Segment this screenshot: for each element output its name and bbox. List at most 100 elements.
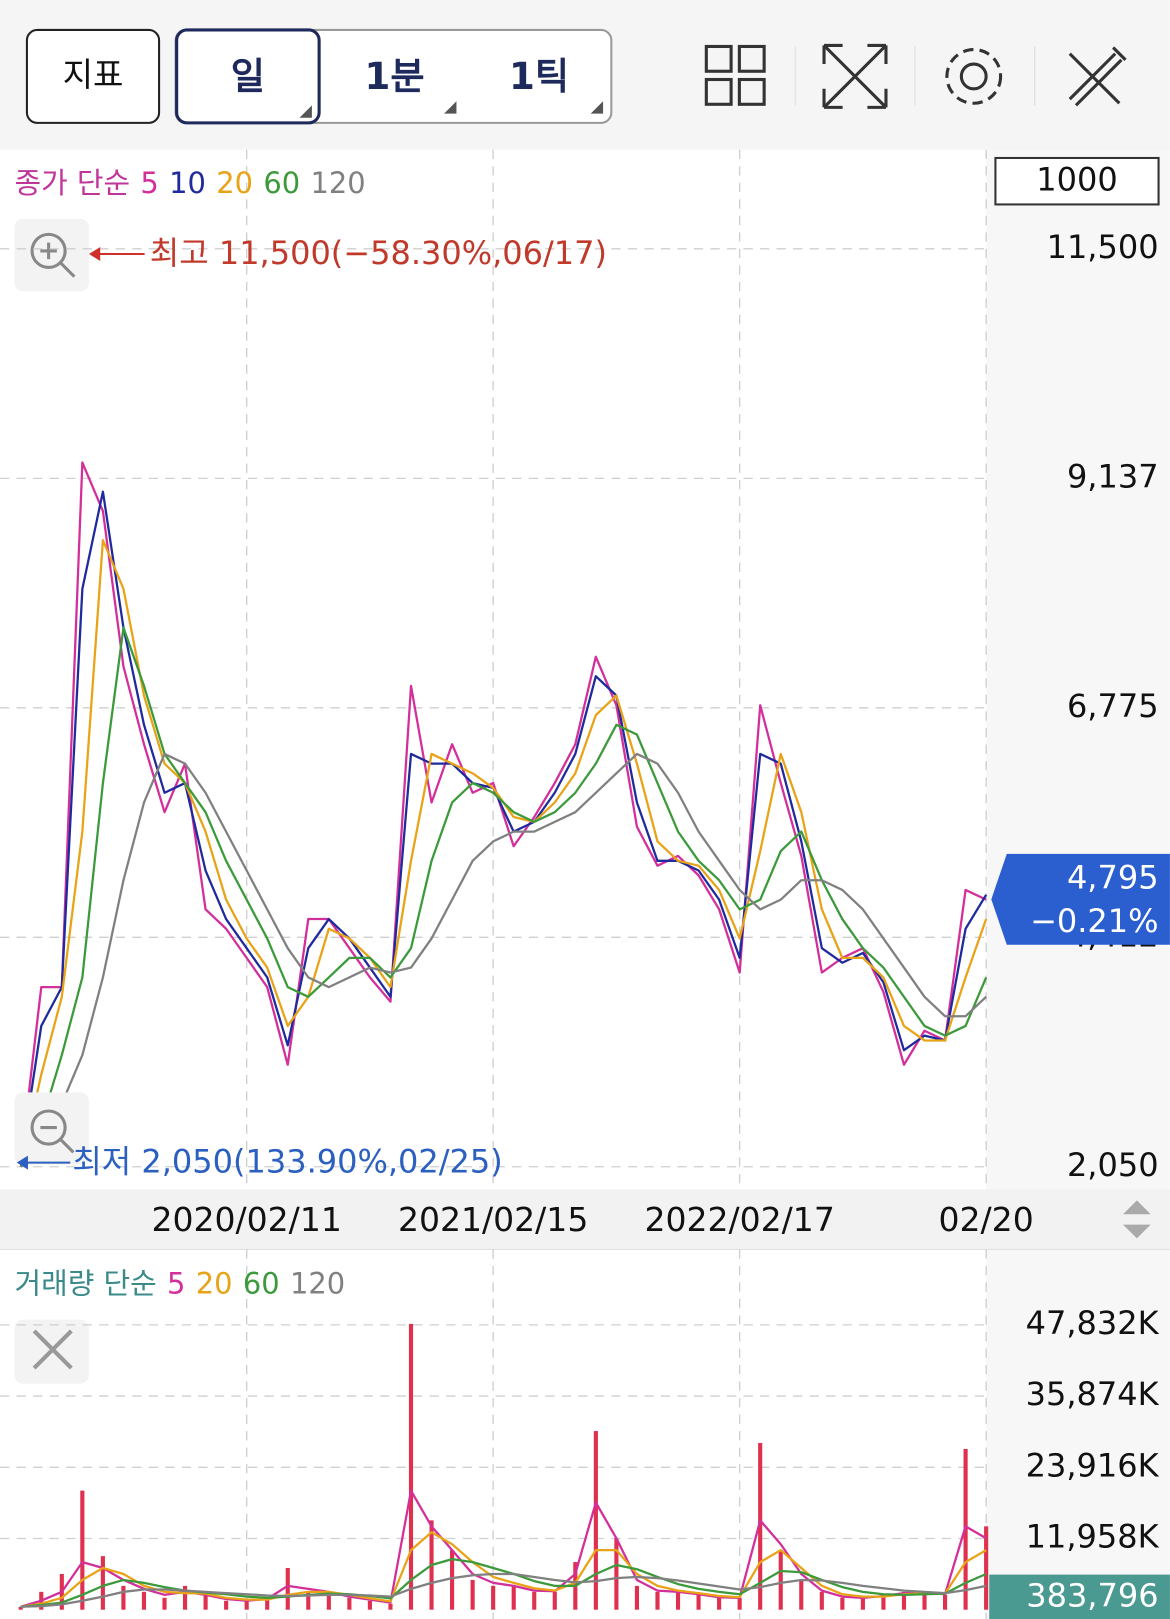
last-price: 4,795 [1067, 859, 1159, 897]
zoom-in-icon [30, 232, 76, 278]
count-box[interactable] [994, 156, 1160, 206]
legend-entry: 60 [263, 166, 300, 200]
count-label: 1000 [1036, 161, 1117, 199]
volume-bar [840, 1597, 845, 1610]
volume-bar [265, 1597, 270, 1610]
fullscreen-icon[interactable] [822, 43, 888, 109]
volume-bar [655, 1591, 660, 1610]
x-tick-label: 2020/02/11 [151, 1200, 341, 1239]
close-icon [32, 1329, 73, 1370]
volume-bar [347, 1597, 352, 1610]
legend-entry: 120 [311, 166, 366, 200]
layout-icon[interactable] [704, 44, 766, 106]
zoom-out-icon [40, 1125, 75, 1154]
y-tick-label: 11,958K [1026, 1518, 1160, 1556]
volume-bar [819, 1591, 824, 1610]
volume-badge-bg [989, 1574, 1170, 1619]
volume-bar [593, 1431, 598, 1610]
volume-bar [675, 1591, 681, 1610]
last-change: −0.21% [1030, 902, 1158, 940]
volume-bar [182, 1585, 188, 1610]
y-tick-label: 2,050 [1067, 1146, 1159, 1184]
volume-bar [552, 1591, 557, 1610]
volume-bar [224, 1600, 229, 1610]
high-arrow [88, 246, 145, 262]
volume-bar [306, 1591, 311, 1610]
ma-line [20, 1531, 987, 1608]
indicator-button[interactable]: 지표 [25, 28, 161, 124]
legend-entry: 120 [290, 1266, 345, 1300]
indicator-label: 지표 [63, 55, 124, 94]
tools-icon[interactable] [1068, 46, 1127, 107]
ma-line [19, 539, 988, 1168]
scroll-arrows[interactable] [1123, 1200, 1151, 1239]
legend-entry: 10 [169, 166, 206, 200]
volume-bar [942, 1594, 948, 1610]
volume-bar [778, 1550, 783, 1610]
volume-bar [326, 1591, 331, 1610]
y-tick-label: 47,832K [1026, 1304, 1160, 1342]
volume-bar [881, 1594, 886, 1610]
dropdown-marks [299, 101, 604, 118]
ma-line [19, 490, 988, 1163]
low-label: 최저 2,050(133.90%,02/25) [72, 1143, 502, 1181]
ma-line [20, 1572, 987, 1608]
volume-bar [162, 1597, 167, 1610]
period-tab[interactable]: 1틱 [509, 54, 569, 98]
x-tick-label: 2021/02/15 [398, 1200, 588, 1239]
ma-line [20, 752, 987, 1168]
ma-line [19, 461, 987, 1163]
settings-icon[interactable] [945, 48, 1003, 105]
volume-bar [80, 1490, 85, 1610]
legend-title: 거래량 단순 [15, 1266, 157, 1300]
volume-bar [367, 1600, 372, 1610]
legend-entry: 20 [216, 166, 253, 200]
y-tick-label: 35,874K [1026, 1375, 1160, 1413]
volume-bar [203, 1594, 208, 1610]
volume-bar [450, 1550, 455, 1610]
volume-badge: 383,796 [1026, 1576, 1158, 1614]
volume-bar [737, 1597, 742, 1610]
volume-bar [100, 1556, 105, 1610]
legend-title: 종가 단순 [15, 166, 131, 200]
high-label: 최고 11,500(−58.30%,06/17) [150, 234, 607, 272]
volume-bar [18, 1606, 23, 1610]
low-arrow [16, 1155, 71, 1170]
volume-bar [388, 1603, 393, 1610]
legend-entry: 5 [167, 1266, 185, 1300]
zoom-in-button[interactable] [14, 218, 89, 292]
volume-bar [860, 1597, 865, 1610]
volume-bar [799, 1579, 804, 1610]
volume-bar [408, 1323, 414, 1610]
period-tab-active[interactable] [175, 28, 321, 125]
period-tab[interactable]: 일 [231, 54, 265, 98]
ma-line [19, 626, 988, 1168]
date-strip [0, 1189, 1170, 1250]
volume-bar [984, 1526, 989, 1610]
legend-entry: 5 [140, 166, 158, 200]
volume-bar [511, 1585, 516, 1610]
volume-bar [717, 1597, 722, 1610]
x-tick-label: 2022/02/17 [644, 1200, 834, 1239]
y-tick-label: 9,137 [1067, 457, 1159, 495]
chart-layer: 2,0504,4126,7759,13711,5002020/02/112021… [0, 149, 1170, 1619]
x-tick-label: 02/20 [939, 1200, 1034, 1239]
volume-bar [758, 1442, 763, 1610]
period-tab[interactable]: 1분 [364, 54, 424, 98]
y-tick-label: 23,916K [1026, 1446, 1160, 1484]
y-tick-label: 6,775 [1067, 687, 1159, 725]
volume-bar [532, 1591, 537, 1610]
volume-bar [901, 1591, 907, 1610]
legend-entry: 20 [196, 1266, 233, 1300]
volume-bar [614, 1538, 619, 1610]
volume-bar [696, 1594, 701, 1610]
volume-bar [491, 1585, 496, 1610]
volume-bar [470, 1579, 475, 1610]
volume-bar [285, 1568, 290, 1610]
volume-bar [922, 1591, 927, 1610]
last-price-tag [991, 853, 1170, 945]
y-tick-label: 11,500 [1047, 228, 1159, 266]
volume-bar [634, 1585, 640, 1610]
volume-bar [141, 1591, 147, 1610]
